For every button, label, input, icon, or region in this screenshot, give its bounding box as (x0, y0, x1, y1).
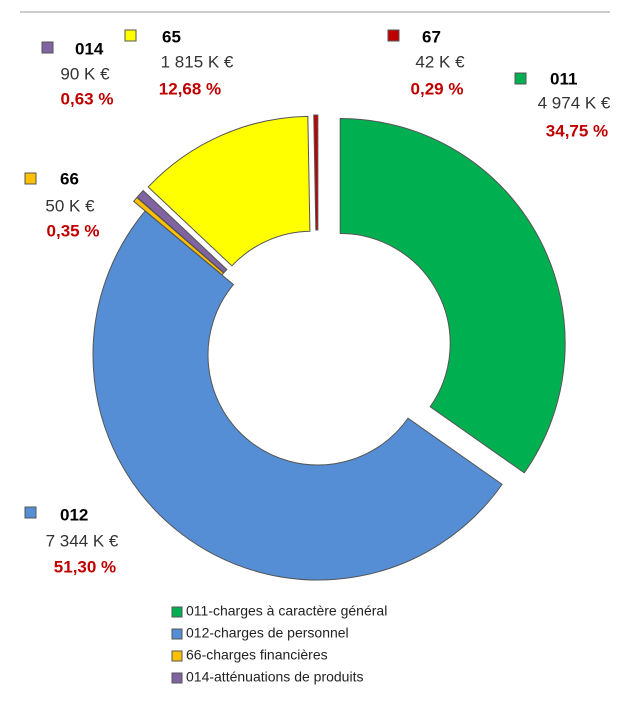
legend-swatch (171, 650, 183, 662)
slice-code: 012 (60, 505, 88, 524)
donut-slice (147, 115, 311, 267)
label-swatch (41, 41, 54, 54)
slice-amount: 50 K € (45, 196, 95, 215)
slice-percent: 0,63 % (61, 89, 114, 108)
donut-slice (92, 210, 503, 581)
donut-slice (339, 117, 566, 474)
legend-swatch (171, 606, 183, 618)
slice-amount: 1 815 K € (161, 52, 234, 71)
legend-label: 66-charges financières (186, 647, 328, 663)
slice-percent: 34,75 % (546, 121, 608, 140)
slice-code: 65 (162, 27, 181, 46)
legend-label: 014-atténuations de produits (186, 669, 363, 685)
slice-percent: 0,35 % (47, 221, 100, 240)
slice-percent: 12,68 % (159, 79, 221, 98)
slice-amount: 7 344 K € (46, 531, 119, 550)
legend-label: 011-charges à caractère général (186, 603, 387, 619)
legend-label: 012-charges de personnel (186, 625, 349, 641)
legend-swatch (171, 628, 183, 640)
label-swatch (387, 29, 400, 42)
slice-amount: 4 974 K € (538, 93, 611, 112)
slice-code: 66 (60, 169, 79, 188)
label-swatch (24, 506, 37, 519)
slice-percent: 0,29 % (411, 79, 464, 98)
donut-slice (136, 189, 228, 274)
slice-code: 014 (75, 39, 104, 58)
slice-amount: 42 K € (415, 52, 465, 71)
donut-slice (313, 114, 319, 231)
label-swatch (124, 29, 137, 42)
slice-amount: 90 K € (60, 64, 110, 83)
label-swatch (24, 172, 37, 185)
legend-swatch (171, 672, 183, 684)
slice-percent: 51,30 % (54, 557, 116, 576)
slice-code: 67 (422, 27, 441, 46)
slice-code: 011 (550, 69, 577, 88)
label-swatch (514, 72, 527, 85)
